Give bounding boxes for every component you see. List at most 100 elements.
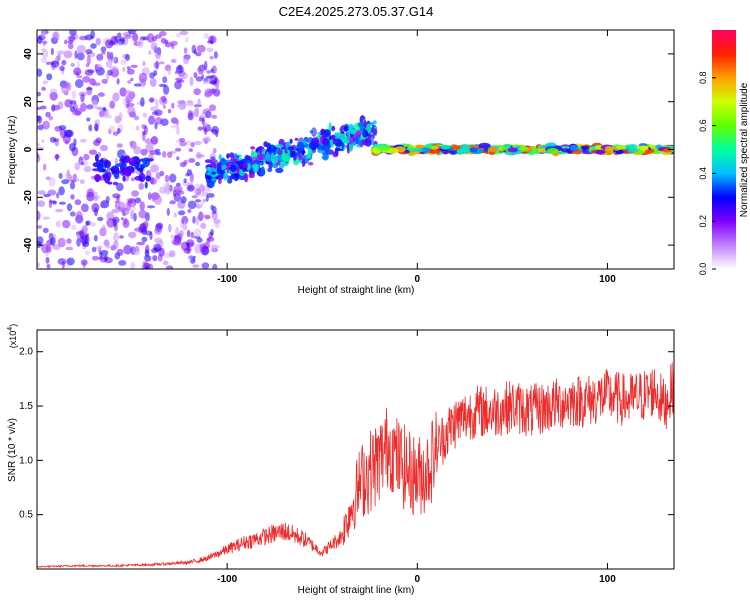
spectrogram-cell bbox=[37, 210, 41, 221]
spectrogram-cell bbox=[179, 229, 184, 238]
spectrogram-cell bbox=[193, 88, 201, 96]
spectrogram-cell bbox=[202, 80, 210, 85]
spectrogram-cell bbox=[90, 43, 97, 49]
spectrogram-cell bbox=[80, 93, 85, 103]
spectrogram-cell bbox=[86, 220, 91, 226]
spectrogram-cell bbox=[343, 126, 349, 132]
spectrogram-cell bbox=[167, 109, 172, 114]
spectrogram-cell bbox=[113, 171, 120, 180]
spectrogram-cell bbox=[133, 83, 142, 87]
spectrogram-cell bbox=[58, 125, 67, 131]
spectrogram-cell bbox=[518, 146, 528, 151]
spectrogram-cell bbox=[250, 146, 256, 150]
spectrogram-cell bbox=[167, 67, 172, 76]
snr-background bbox=[37, 330, 674, 569]
snr-xlabel: Height of straight line (km) bbox=[298, 585, 415, 596]
spectrogram-cell bbox=[63, 50, 73, 59]
spectrogram-cell bbox=[123, 217, 128, 225]
spectrogram-cell bbox=[66, 257, 75, 266]
spectrogram-cell bbox=[150, 164, 159, 173]
spectrogram-cell bbox=[133, 115, 140, 121]
spectrogram-cell bbox=[88, 149, 98, 155]
spectrogram-cells bbox=[37, 30, 674, 269]
spectrogram-cell bbox=[134, 161, 139, 170]
spectrogram-cell bbox=[196, 237, 203, 243]
spectrogram-cell bbox=[92, 255, 99, 261]
spectrogram-cell bbox=[125, 53, 130, 62]
spectrogram-cell bbox=[190, 231, 195, 239]
spectrogram-xtick-label: -100 bbox=[217, 274, 237, 285]
spectrogram-cell bbox=[69, 105, 76, 113]
colorbar-tick-label: 0.6 bbox=[698, 119, 708, 132]
spectrogram-cell bbox=[81, 203, 89, 213]
spectrogram-cell bbox=[37, 106, 42, 111]
snr-ytick-label: 1.5 bbox=[19, 401, 33, 412]
spectrogram-cell bbox=[82, 241, 90, 248]
spectrogram-cell bbox=[99, 144, 108, 152]
spectrogram-cell bbox=[45, 111, 51, 118]
spectrogram-cell bbox=[200, 222, 207, 229]
spectrogram-cell bbox=[201, 262, 210, 269]
spectrogram-cell bbox=[202, 108, 211, 115]
spectrogram-cell bbox=[74, 79, 84, 88]
spectrogram-cell bbox=[188, 148, 193, 152]
spectrogram-cell bbox=[104, 160, 112, 169]
spectrogram-cell bbox=[69, 142, 76, 152]
spectrogram-cell bbox=[144, 181, 148, 189]
spectrogram-cell bbox=[45, 61, 50, 65]
spectrogram-cell bbox=[63, 129, 73, 138]
colorbar-gradient bbox=[712, 30, 736, 269]
spectrogram-cell bbox=[170, 234, 175, 239]
spectrogram-cell bbox=[69, 211, 76, 217]
spectrogram-cell bbox=[227, 177, 233, 184]
spectrogram-cell bbox=[210, 204, 214, 211]
spectrogram-cell bbox=[197, 98, 201, 108]
spectrogram-cell bbox=[277, 149, 283, 155]
spectrogram-cell bbox=[57, 258, 67, 265]
spectrogram-cell bbox=[128, 231, 137, 239]
svg-text:(x104): (x104) bbox=[7, 324, 18, 348]
spectrogram-cell bbox=[105, 39, 114, 49]
spectrogram-cell bbox=[109, 125, 116, 133]
spectrogram-cell bbox=[94, 174, 102, 182]
spectrogram-cell bbox=[118, 112, 123, 122]
spectrogram-cell bbox=[187, 254, 194, 261]
spectrogram-cell bbox=[175, 226, 180, 236]
spectrogram-cell bbox=[100, 46, 107, 53]
spectrogram-cell bbox=[212, 263, 218, 269]
spectrogram-cell bbox=[372, 128, 378, 136]
spectrogram-cell bbox=[137, 167, 144, 172]
spectrogram-cell bbox=[64, 82, 70, 90]
spectrogram-cell bbox=[115, 163, 119, 169]
spectrogram-cell bbox=[68, 35, 76, 42]
spectrogram-cell bbox=[164, 174, 170, 183]
spectrogram-cell bbox=[206, 193, 215, 198]
spectrogram-cell bbox=[87, 69, 95, 74]
spectrogram-cell bbox=[189, 172, 194, 183]
spectrogram-cell bbox=[96, 106, 103, 110]
spectrogram-cell bbox=[427, 148, 442, 154]
spectrogram-cell bbox=[378, 144, 391, 151]
spectrogram-cell bbox=[105, 241, 111, 249]
spectrogram-cell bbox=[37, 91, 41, 97]
spectrogram-cell bbox=[305, 153, 312, 159]
spectrogram-cell bbox=[37, 200, 46, 207]
spectrogram-cell bbox=[199, 185, 205, 192]
spectrogram-cell bbox=[112, 131, 119, 136]
spectrogram-cell bbox=[364, 137, 372, 147]
spectrogram-cell bbox=[42, 80, 49, 85]
spectrogram-cell bbox=[91, 99, 98, 110]
spectrogram-cell bbox=[42, 40, 48, 45]
spectrogram-cell bbox=[41, 139, 45, 144]
spectrogram-cell bbox=[86, 117, 91, 122]
spectrogram-cell bbox=[126, 198, 136, 202]
spectrogram-cell bbox=[116, 127, 121, 134]
spectrogram-cell bbox=[194, 140, 202, 146]
spectrogram-cell bbox=[112, 208, 118, 213]
spectrogram-cell bbox=[69, 181, 76, 190]
spectrogram-cell bbox=[125, 167, 131, 177]
spectrogram-cell bbox=[54, 140, 59, 147]
spectrogram-cell bbox=[127, 106, 136, 116]
spectrogram-cell bbox=[58, 172, 63, 179]
spectrogram-cell bbox=[37, 115, 43, 124]
